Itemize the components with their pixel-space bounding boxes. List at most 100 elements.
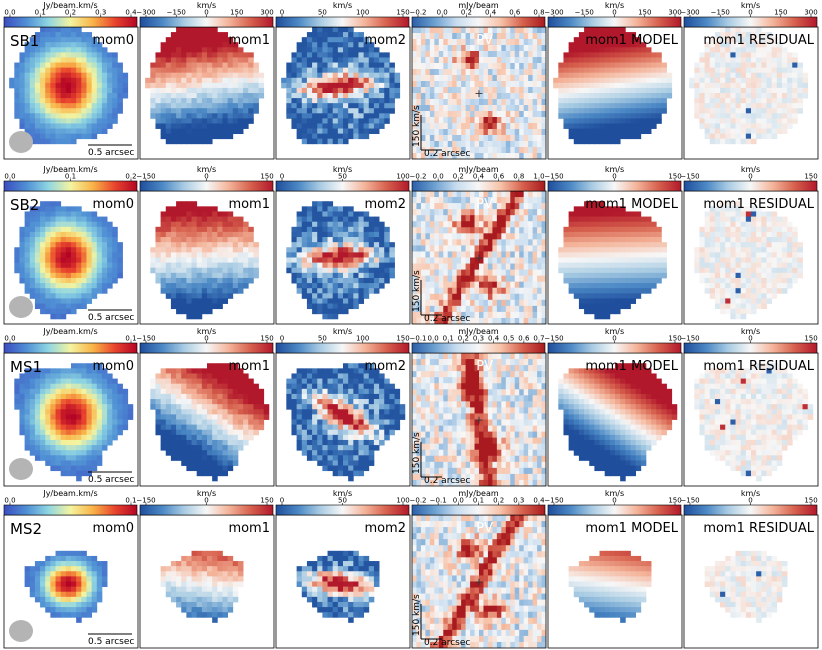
panel-title-residual: mom1 RESIDUAL [703,521,814,536]
galaxy-label: MS2 [10,520,42,538]
colorbar-sb1-3: mJy/beam −0.2 0.0 0.2 0.4 0.6 0.8 [410,1,546,28]
colorbar-gradient [3,504,138,516]
panel-sb1-mom1: mom1 [139,26,275,160]
colorbar-gradient [275,16,410,28]
colorbar-label: km/s [605,165,624,174]
colorbar-tick-label: 0.1 [473,497,484,505]
scalebar-label: 0.5 arcsec [88,313,134,323]
colorbar-gradient [139,504,274,516]
colorbar-tick-label: 0 [612,335,616,343]
panel-sb1-pv: PV 150 km/s0.2 arcsec + [411,26,547,160]
colorbar-label: Jy/beam.km/s [42,165,97,174]
panel-ms2-model: mom1 MODEL [547,514,683,649]
pv-center-marker: + [474,576,483,589]
row-sb1: mom0 SB1 0.5 arcsec mom1 mom2 PV 150 km/s0.2 a… [3,26,819,160]
colorbar-tick-label: 100 [396,497,409,505]
panel-title-mom0: mom0 [92,33,134,48]
panel-sb2-mom0: mom0 SB2 0.5 arcsec [3,190,139,325]
colorbar-tick-label: −150 [136,335,155,343]
colorbar-gradient [411,504,546,516]
galaxy-label: SB2 [10,196,39,214]
panel-title-mom2: mom2 [364,521,406,536]
colorbar-tick-label: 0 [204,9,208,17]
colorbar-gradient [275,180,410,192]
panel-ms2-residual: mom1 RESIDUAL [683,514,819,649]
colorbar-gradient [547,16,682,28]
colorbar-label: km/s [605,489,624,498]
colorbar-tick-label: −300 [544,9,563,17]
colorbar-tick-label: −150 [544,497,563,505]
panel-title-model: mom1 MODEL [585,359,678,374]
colorbar-label: Jy/beam.km/s [42,327,97,336]
colorbar-sb1-1: km/s −300 −150 0 150 300 [136,1,274,28]
colorbar-sb1-2: km/s 0 50 100 150 [275,1,410,28]
panel-sb1-residual: mom1 RESIDUAL [683,26,819,160]
colorbar-tick-label: −150 [680,335,699,343]
beam-ellipse [9,296,33,318]
colorbar-tick-label: 150 [804,173,817,181]
colorbar-tick-label: 0 [280,9,284,17]
colorbar-tick-label: 50 [338,497,347,505]
colorbar-tick-label: −0.2 [410,173,427,181]
colorbar-tick-label: −150 [680,497,699,505]
panel-sb2-pv: PV 150 km/s0.2 arcsec + [411,190,547,325]
colorbar-ms2-5: km/s −150 0 150 [680,489,818,516]
colorbar-sb2-1: km/s −150 0 150 [136,165,274,192]
panel-sb2-mom1: mom1 [139,190,275,325]
colorbar-tick-label: 100 [356,335,369,343]
colorbar-tick-label: 0 [204,335,208,343]
colorbar-tick-label: 0.8 [533,9,544,17]
colorbar-tick-label: 150 [396,9,409,17]
panel-title-model: mom1 MODEL [585,521,678,536]
colorbar-tick-label: 0.7 [533,335,544,343]
colorbar-gradient [139,342,274,354]
colorbar-tick-label: 50 [318,335,327,343]
colorbar-sb2-2: km/s 0 50 100 [275,165,410,192]
colorbar-tick-label: −150 [544,173,563,181]
colorbar-tick-label: 150 [804,335,817,343]
colorbar-tick-label: −150 [680,173,699,181]
colorbar-gradient [683,504,818,516]
colorbar-tick-label: −300 [136,9,155,17]
pv-velocity-label: 150 km/s [412,105,422,147]
panel-title-mom1: mom1 [228,33,270,48]
colorbar-tick-label: 0.1 [65,173,76,181]
colorbar-tick-label: 0 [748,335,752,343]
colorbar-tick-label: 0.0 [428,335,439,343]
colorbar-tick-label: −0.1 [410,335,427,343]
colorbar-label: km/s [197,165,216,174]
colorbar-tick-label: 0.1 [443,335,454,343]
colorbar-tick-label: 0 [612,9,616,17]
panel-ms2-mom1: mom1 [139,514,275,649]
colorbar-tick-label: 100 [356,9,369,17]
colorbar-tick-label: 0 [748,173,752,181]
colorbar-gradient [3,16,138,28]
panel-title-mom2: mom2 [364,33,406,48]
colorbar-tick-label: 0.4 [533,497,545,505]
scalebar-label: 0.5 arcsec [88,637,134,647]
colorbar-tick-label: 0 [204,497,208,505]
colorbar-gradient [3,342,138,354]
galaxy-label: MS1 [10,358,42,376]
colorbar-tick-label: −150 [575,9,594,17]
colorbar-tick-label: 0 [612,497,616,505]
panel-sb2-mom2: mom2 [275,190,411,325]
colorbar-label: km/s [741,165,760,174]
colorbar-gradient [139,16,274,28]
colorbar-gradient [683,342,818,354]
colorbar-gradient [547,180,682,192]
colorbar-label: km/s [605,327,624,336]
colorbar-tick-label: 50 [318,9,327,17]
colorbar-gradient [547,504,682,516]
colorbar-gradient [411,342,546,354]
colorbar-sb1-0: Jy/beam.km/s 0.0 0.1 0.2 0.3 0.4 [3,1,138,28]
panel-title-mom2: mom2 [364,359,406,374]
colorbar-gradient [547,342,682,354]
colorbar-gradient [275,342,410,354]
colorbar-gradient [275,504,410,516]
colorbar-tick-label: 150 [804,497,817,505]
colorbar-tick-label: 150 [668,335,681,343]
colorbar-sb2-3: mJy/beam −0.2 0.0 0.2 0.4 0.6 0.8 1.0 [410,165,546,192]
colorbar-tick-label: 150 [668,173,681,181]
colorbar-tick-label: 150 [230,9,243,17]
